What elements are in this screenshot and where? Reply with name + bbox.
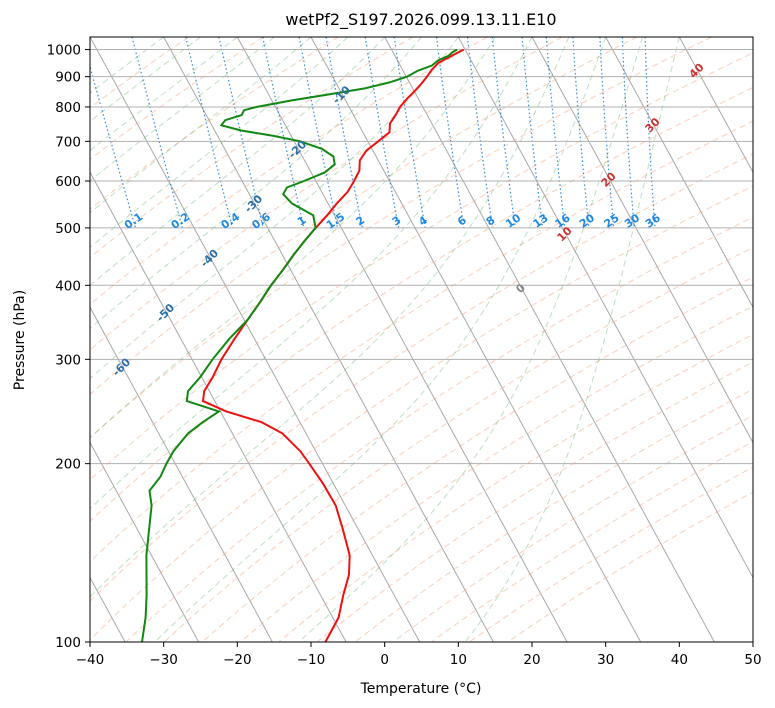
dry-adiabat-line bbox=[469, 466, 753, 642]
y-axis-label: Pressure (hPa) bbox=[12, 290, 28, 390]
plot-background bbox=[90, 37, 753, 642]
dry-adiabat-line bbox=[354, 388, 753, 642]
moist-adiabat-line bbox=[154, 37, 607, 642]
dry-adiabat-line bbox=[90, 37, 563, 351]
moist-adiabat-line bbox=[90, 37, 312, 214]
x-tick-label: 20 bbox=[523, 652, 540, 668]
mixing-ratio-line bbox=[393, 37, 426, 229]
moist-adiabat-line bbox=[90, 37, 496, 439]
x-tick-label: −10 bbox=[297, 652, 326, 668]
isotherm-line bbox=[236, 37, 568, 642]
isotherm-line bbox=[384, 37, 715, 642]
x-tick-label: 30 bbox=[597, 652, 614, 668]
moist-adiabat-line bbox=[90, 37, 533, 510]
mixing-ratio-line bbox=[218, 37, 264, 229]
dry-adiabat-line bbox=[90, 153, 753, 602]
moist-adiabat-line bbox=[90, 37, 349, 249]
isotherm-line bbox=[90, 306, 273, 642]
mixing-ratio-line bbox=[262, 37, 305, 229]
y-tick-label: 700 bbox=[55, 134, 81, 150]
isotherm-line bbox=[678, 37, 753, 174]
dry-adiabat-line bbox=[90, 37, 638, 396]
x-axis-label: Temperature (°C) bbox=[360, 681, 482, 697]
y-tick-label: 1000 bbox=[47, 43, 81, 59]
x-tick-label: −30 bbox=[149, 652, 178, 668]
dewpoint-profile bbox=[141, 48, 458, 642]
isotherm-line bbox=[752, 37, 753, 39]
x-tick-label: 10 bbox=[450, 652, 467, 668]
mixing-ratio-line bbox=[90, 64, 137, 229]
moist-adiabat-line bbox=[464, 37, 680, 642]
mixing-ratio-line bbox=[521, 37, 544, 228]
mixing-ratio-line bbox=[545, 37, 566, 228]
pressure-gridlines bbox=[90, 49, 753, 642]
dry-adiabat-line bbox=[316, 361, 753, 642]
dry-adiabat-line bbox=[392, 415, 753, 642]
dry-adiabat-line bbox=[90, 185, 753, 641]
mixing-ratio-line bbox=[491, 37, 516, 228]
mixing-ratio-line bbox=[572, 37, 590, 228]
dry-adiabat-line bbox=[125, 216, 753, 642]
dry-adiabat-line bbox=[431, 440, 753, 642]
dry-adiabat-line bbox=[90, 37, 414, 259]
isotherm-line bbox=[90, 441, 200, 642]
isotherm-line bbox=[457, 37, 753, 579]
y-tick-label: 800 bbox=[55, 100, 81, 116]
y-axis-ticks: 100 200 300 400 500 600 700 800 900 1000 bbox=[47, 43, 90, 651]
x-tick-label: 0 bbox=[380, 652, 389, 668]
x-tick-label: 50 bbox=[744, 652, 761, 668]
profile-lines bbox=[141, 48, 465, 642]
dry-adiabat-line bbox=[163, 246, 753, 642]
x-tick-label: 40 bbox=[671, 652, 688, 668]
y-tick-label: 600 bbox=[55, 174, 81, 190]
x-tick-label: −40 bbox=[76, 652, 105, 668]
mixing-ratio-line bbox=[435, 37, 465, 228]
plot-frame bbox=[89, 36, 754, 643]
y-tick-label: 200 bbox=[55, 457, 81, 473]
isotherm-line bbox=[90, 37, 421, 642]
dry-adiabat-line bbox=[507, 491, 753, 642]
moist-adiabat-line bbox=[90, 37, 570, 598]
dry-adiabat-line bbox=[90, 86, 753, 522]
dry-adiabat-line bbox=[90, 37, 339, 210]
x-axis-ticks: −40 −30 −20 −10 0 10 20 30 40 50 bbox=[76, 642, 762, 668]
x-tick-label: −20 bbox=[223, 652, 252, 668]
y-tick-label: 300 bbox=[55, 352, 81, 368]
moist-adiabat-line bbox=[298, 37, 643, 642]
y-tick-label: 100 bbox=[55, 635, 81, 651]
y-tick-label: 400 bbox=[55, 278, 81, 294]
y-tick-label: 900 bbox=[55, 70, 81, 86]
chart-title: wetPf2_S197.2026.099.13.11.E10 bbox=[285, 10, 556, 30]
dry-adiabat-line bbox=[90, 120, 753, 563]
dry-adiabat-line bbox=[90, 52, 753, 481]
isotherm-line bbox=[531, 37, 753, 444]
isotherm-line bbox=[605, 37, 753, 309]
y-tick-label: 500 bbox=[55, 221, 81, 237]
mixing-ratio-line bbox=[131, 37, 183, 229]
mixing-ratio-line bbox=[185, 37, 233, 229]
moist-adiabat-line bbox=[90, 37, 422, 330]
isotherm-line bbox=[163, 37, 494, 642]
isotherm-line bbox=[90, 576, 126, 642]
mixing-ratio-line bbox=[466, 37, 494, 228]
